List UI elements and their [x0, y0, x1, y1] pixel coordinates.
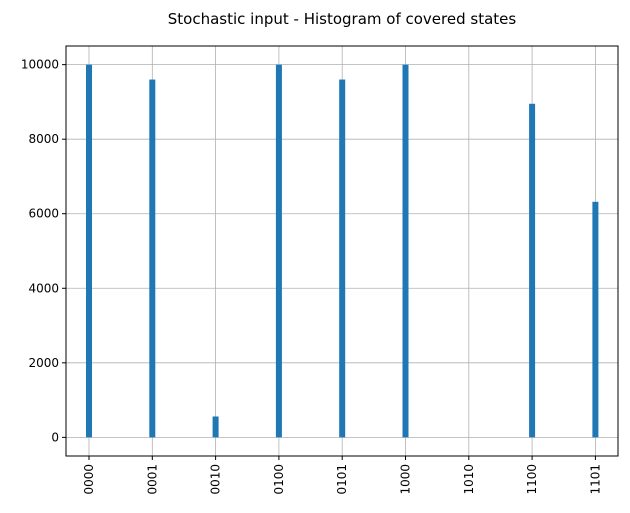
bar-0000	[86, 64, 92, 438]
x-tick-label: 0100	[272, 464, 286, 495]
y-tick-label: 4000	[28, 281, 59, 295]
bar-0101	[339, 79, 346, 438]
bar-0001	[149, 79, 156, 438]
x-tick-label: 1101	[588, 464, 602, 495]
bar-1000	[402, 64, 409, 438]
y-tick-label: 6000	[28, 207, 59, 221]
x-tick-label: 0001	[145, 464, 159, 495]
x-tick-label: 1100	[525, 464, 539, 495]
bar-1100	[529, 103, 536, 438]
chart-title: Stochastic input - Histogram of covered …	[168, 10, 517, 28]
bars	[86, 64, 599, 438]
x-tick-label: 1000	[399, 464, 413, 495]
x-tick-label: 1010	[462, 464, 476, 495]
bar-0100	[275, 64, 282, 438]
x-tick-label: 0000	[82, 464, 96, 495]
y-tick-label: 8000	[28, 132, 59, 146]
x-tick-label: 0010	[209, 464, 223, 495]
axis-ticks: 0000 0001 0010 0100 0101 1000 1010 1100 1101 0 200…	[21, 58, 603, 495]
bar-0010	[212, 416, 219, 438]
y-tick-label: 2000	[28, 356, 59, 370]
y-tick-label: 0	[51, 430, 59, 444]
x-tick-label: 0101	[335, 464, 349, 495]
y-tick-label: 10000	[21, 58, 59, 72]
bar-1101	[592, 201, 599, 438]
